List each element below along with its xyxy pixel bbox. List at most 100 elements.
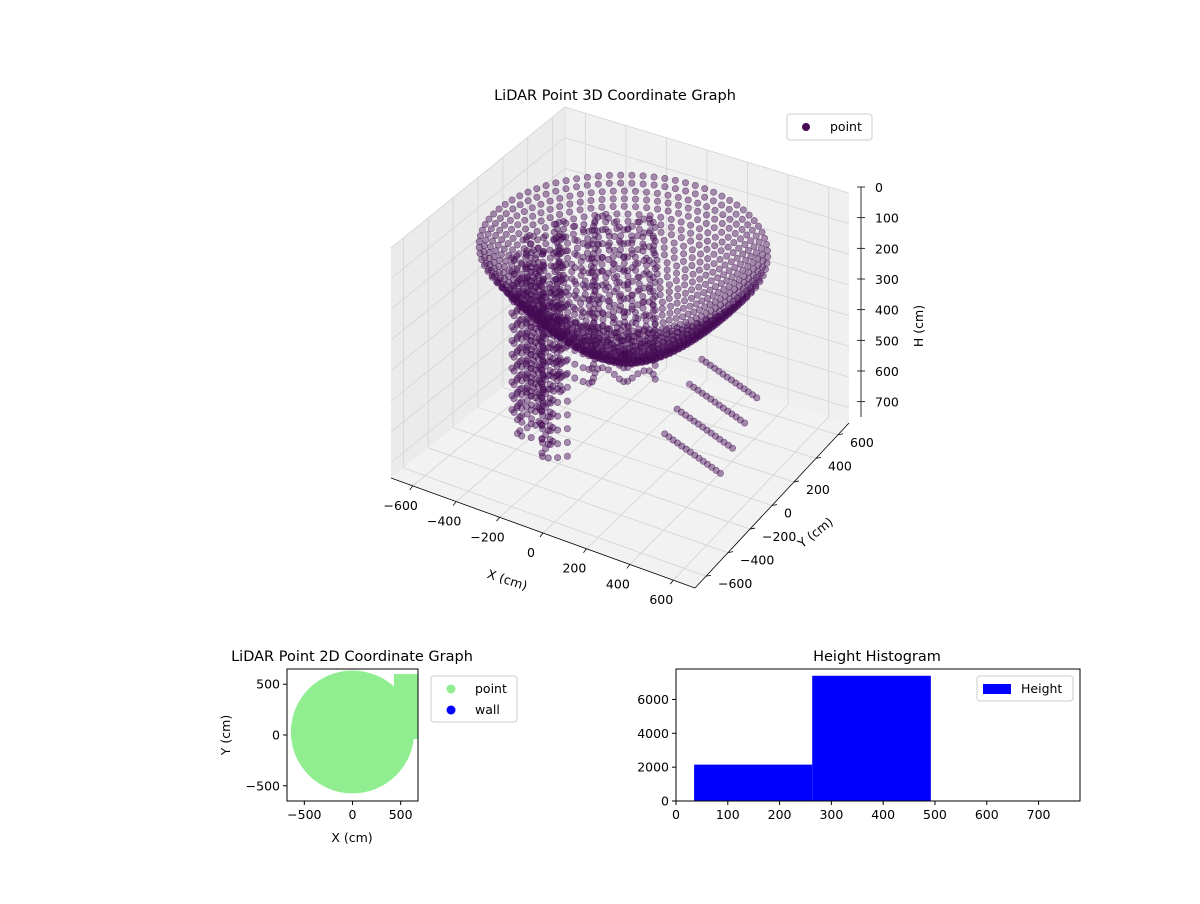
data-point bbox=[620, 240, 628, 248]
data-point bbox=[509, 234, 517, 242]
data-point bbox=[674, 292, 682, 300]
data-point bbox=[667, 302, 675, 310]
chart-histogram-frame bbox=[675, 668, 1081, 802]
data-point bbox=[666, 309, 674, 317]
data-point bbox=[579, 377, 587, 385]
data-point bbox=[621, 346, 629, 354]
data-point bbox=[544, 371, 552, 379]
data-point bbox=[725, 205, 733, 213]
data-point bbox=[688, 246, 696, 254]
data-point bbox=[539, 452, 547, 460]
y-tick bbox=[793, 480, 800, 483]
data-point bbox=[550, 235, 558, 243]
data-point bbox=[502, 257, 510, 265]
y-tick bbox=[749, 527, 756, 530]
data-point bbox=[653, 256, 661, 264]
data-point bbox=[664, 207, 672, 215]
data-point bbox=[681, 266, 689, 274]
data-point bbox=[485, 215, 493, 223]
data-point bbox=[628, 297, 636, 305]
data-point bbox=[556, 244, 564, 252]
data-point bbox=[624, 225, 632, 233]
data-point bbox=[717, 280, 725, 288]
data-point bbox=[513, 360, 521, 368]
data-point bbox=[639, 292, 647, 300]
data-point bbox=[518, 363, 526, 371]
data-point bbox=[673, 299, 681, 307]
data-point bbox=[508, 225, 516, 233]
data-point bbox=[571, 222, 579, 230]
data-point bbox=[539, 248, 547, 256]
data-point bbox=[632, 314, 640, 322]
data-point bbox=[735, 299, 743, 307]
data-point bbox=[528, 346, 536, 354]
data-point bbox=[620, 226, 628, 234]
data-point bbox=[735, 244, 743, 252]
data-point bbox=[605, 246, 613, 254]
data-point bbox=[681, 281, 689, 289]
chart-histogram-legend-label: Height bbox=[1021, 681, 1062, 696]
data-point bbox=[615, 251, 623, 259]
data-point bbox=[764, 253, 772, 261]
data-point bbox=[646, 281, 654, 289]
data-point bbox=[563, 425, 571, 433]
data-point bbox=[634, 232, 642, 240]
data-point bbox=[587, 197, 595, 205]
data-point bbox=[491, 220, 499, 228]
data-point bbox=[605, 232, 613, 240]
data-point bbox=[615, 223, 623, 231]
data-point bbox=[605, 303, 613, 311]
data-point bbox=[665, 316, 673, 324]
data-point bbox=[521, 225, 529, 233]
data-point bbox=[573, 244, 581, 252]
data-point bbox=[649, 295, 657, 303]
data-point bbox=[701, 193, 709, 201]
data-point bbox=[671, 185, 679, 193]
data-point bbox=[750, 217, 758, 225]
data-point bbox=[620, 318, 628, 326]
data-point bbox=[660, 251, 668, 259]
data-point bbox=[563, 411, 571, 419]
x-tick-label: −200 bbox=[470, 529, 504, 544]
data-point bbox=[484, 267, 492, 275]
data-point bbox=[609, 187, 617, 195]
data-point bbox=[589, 291, 597, 299]
data-point bbox=[523, 233, 531, 241]
data-point bbox=[620, 254, 628, 262]
data-point bbox=[522, 300, 530, 308]
data-point bbox=[605, 297, 613, 305]
data-point bbox=[516, 399, 524, 407]
data-point bbox=[639, 172, 647, 180]
data-point bbox=[610, 219, 618, 227]
data-point bbox=[585, 269, 593, 277]
data-point bbox=[672, 269, 680, 277]
data-point bbox=[482, 236, 490, 244]
data-point bbox=[577, 299, 585, 307]
data-point bbox=[544, 357, 552, 365]
data-point bbox=[580, 221, 588, 229]
data-point bbox=[684, 196, 692, 204]
x-tick-label: −500 bbox=[287, 807, 321, 822]
data-point bbox=[546, 413, 554, 421]
data-point bbox=[688, 261, 696, 269]
data-point bbox=[556, 211, 564, 219]
data-point bbox=[745, 211, 753, 219]
data-point bbox=[556, 382, 564, 390]
data-point bbox=[744, 246, 752, 254]
data-point bbox=[664, 191, 672, 199]
data-point bbox=[531, 270, 539, 278]
data-point bbox=[732, 220, 740, 228]
data-point bbox=[579, 240, 587, 248]
data-point bbox=[649, 370, 657, 378]
data-point bbox=[755, 238, 763, 246]
data-point bbox=[706, 286, 714, 294]
data-point bbox=[536, 309, 544, 317]
data-point bbox=[738, 226, 746, 234]
data-point bbox=[623, 353, 631, 361]
data-point bbox=[615, 278, 623, 286]
data-point bbox=[624, 272, 632, 280]
chart-2d-xlabel: X (cm) bbox=[331, 830, 372, 845]
x-tick bbox=[583, 548, 587, 553]
data-point bbox=[552, 187, 560, 195]
data-point bbox=[635, 273, 643, 281]
